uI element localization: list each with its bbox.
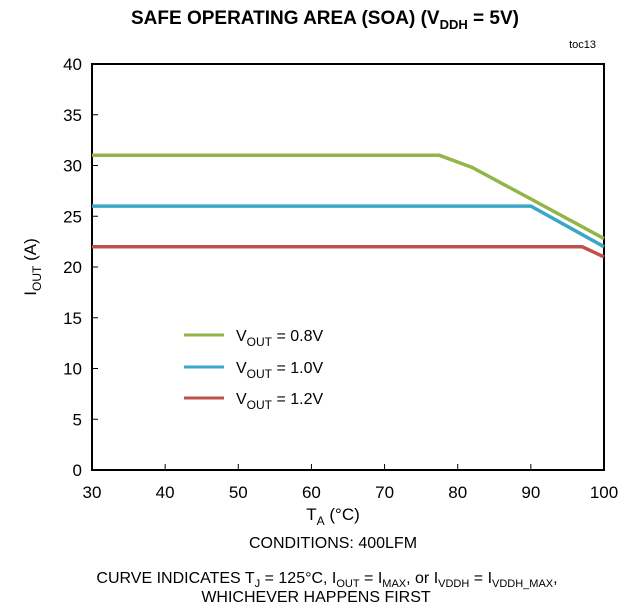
- curve-note-s4: VDDH: [438, 578, 469, 590]
- chart-title-sub: DDH: [440, 17, 468, 32]
- y-tick-label-5: 25: [63, 207, 82, 226]
- series-line-0: [92, 153, 605, 241]
- y-tick-label-8: 40: [63, 55, 82, 74]
- legend-label-2: VOUT = 1.2V: [236, 391, 323, 412]
- conditions-note: CONDITIONS: 400LFM: [249, 535, 417, 552]
- curve-note-s5: VDDH_MAX: [492, 578, 554, 590]
- curve-note-s2: OUT: [336, 578, 360, 590]
- y-tick-label-6: 30: [63, 157, 82, 176]
- y-tick-label-2: 10: [63, 360, 82, 379]
- x-tick-label-7: 100: [590, 483, 618, 502]
- curve-note-p1: CURVE INDICATES T: [96, 570, 254, 587]
- legend-label-0-rest: = 0.8V: [272, 328, 323, 345]
- y-axis-label-sub: OUT: [30, 265, 44, 291]
- legend-label-0: VOUT = 0.8V: [236, 328, 323, 349]
- legend: VOUT = 0.8V VOUT = 1.0V VOUT = 1.2V: [173, 318, 361, 414]
- figure-tag: toc13: [569, 39, 596, 51]
- curve-note-p2: = 125°C, I: [260, 570, 336, 587]
- x-tick-label-2: 50: [229, 483, 248, 502]
- y-tick-label-0: 0: [73, 461, 82, 480]
- whichever-note: WHICHEVER HAPPENS FIRST: [201, 589, 431, 606]
- legend-label-2-main: V: [236, 391, 247, 408]
- chart-title: SAFE OPERATING AREA (SOA) (VDDH = 5V): [131, 8, 519, 32]
- x-axis-label-sub: A: [317, 514, 325, 528]
- x-tick-label-0: 30: [83, 483, 102, 502]
- curve-note: CURVE INDICATES TJ = 125°C, IOUT = IMAX,…: [96, 570, 557, 590]
- x-tick-label-3: 60: [302, 483, 321, 502]
- y-axis-label: IOUT (A): [21, 238, 44, 295]
- y-tick-label-4: 20: [63, 258, 82, 277]
- x-axis-label-rest: (°C): [325, 505, 360, 524]
- series-line-2: [92, 244, 605, 259]
- series-line-1: [92, 204, 605, 249]
- y-tick-label-3: 15: [63, 309, 82, 328]
- curve-note-p6: ,: [553, 570, 557, 587]
- curve-note-s3: MAX: [382, 578, 407, 590]
- x-axis-label: TA (°C): [306, 505, 360, 528]
- legend-label-1-sub: OUT: [247, 367, 273, 381]
- curve-note-p3: = I: [360, 570, 383, 587]
- x-axis-ticks: 30 40 50 60 70 80 90 100: [83, 464, 618, 502]
- y-tick-label-7: 35: [63, 106, 82, 125]
- x-tick-label-1: 40: [156, 483, 175, 502]
- legend-label-2-rest: = 1.2V: [272, 391, 323, 408]
- y-axis-label-rest: (A): [21, 238, 40, 265]
- x-tick-label-6: 90: [521, 483, 540, 502]
- x-tick-label-5: 80: [448, 483, 467, 502]
- legend-label-0-main: V: [236, 328, 247, 345]
- chart-title-prefix: SAFE OPERATING AREA (SOA) (V: [131, 8, 440, 29]
- curve-note-p5: = I: [469, 570, 492, 587]
- y-tick-label-1: 5: [73, 410, 82, 429]
- chart-title-suffix: = 5V): [468, 8, 519, 29]
- x-axis-label-main: T: [306, 505, 316, 524]
- legend-label-1: VOUT = 1.0V: [236, 360, 323, 381]
- legend-label-0-sub: OUT: [247, 335, 273, 349]
- legend-label-2-sub: OUT: [247, 398, 273, 412]
- curve-note-p4: , or I: [406, 570, 438, 587]
- x-tick-label-4: 70: [375, 483, 394, 502]
- y-axis-ticks: 0 5 10 15 20 25 30 35 40: [63, 55, 98, 480]
- y-axis-label-main: I: [21, 291, 40, 296]
- legend-label-1-main: V: [236, 360, 247, 377]
- series-lines: [92, 153, 605, 259]
- curve-note-s1: J: [255, 578, 261, 590]
- legend-label-1-rest: = 1.0V: [272, 360, 323, 377]
